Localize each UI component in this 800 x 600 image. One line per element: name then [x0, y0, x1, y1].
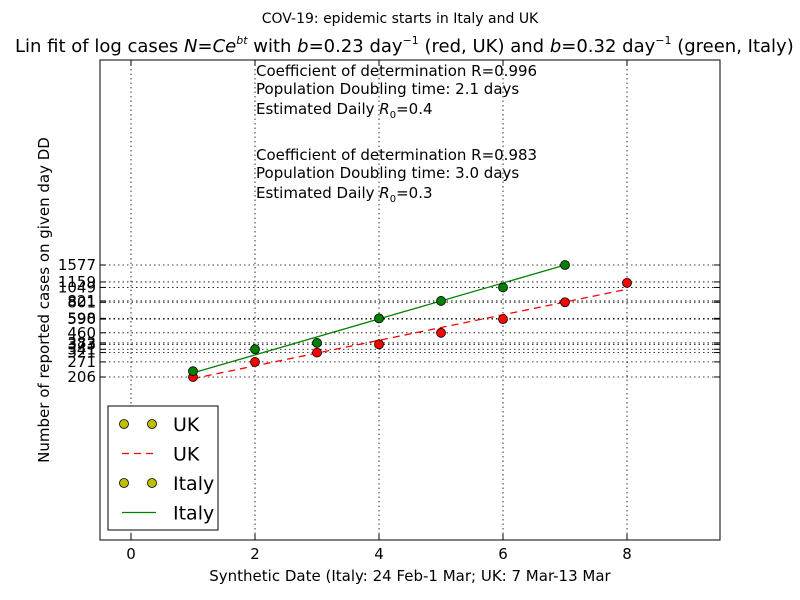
legend-marker-icon [119, 419, 129, 429]
y-tick-label: 1159 [58, 273, 96, 291]
uk-data-point [250, 357, 260, 367]
uk-data-point [560, 297, 570, 308]
y-tick-label: 1577 [58, 256, 96, 274]
legend-marker-icon [119, 478, 129, 488]
uk-data-point [312, 347, 322, 358]
annotation-2-line3: Estimated Daily R0=0.3 [256, 184, 433, 205]
y-tick-label: 271 [67, 353, 96, 371]
annotation-uk-fit: Coefficient of determination R=0.996 Pop… [256, 62, 537, 121]
y-tick-label: 821 [67, 292, 96, 310]
x-tick-label: 2 [250, 545, 260, 563]
uk-data-point [374, 339, 384, 350]
y-tick-label: 801 [67, 293, 96, 311]
x-axis-ticks: 0 2 4 6 8 [126, 60, 632, 563]
y-tick-label: 1049 [58, 278, 96, 296]
annotation-2-line1: Coefficient of determination R=0.983 [256, 146, 537, 164]
uk-fit-line [192, 288, 628, 380]
legend-label: Italy [173, 473, 214, 495]
uk-data-point [622, 277, 632, 288]
x-tick-label: 8 [622, 545, 632, 563]
legend-marker-icon [147, 419, 157, 429]
annotation-1-line1: Coefficient of determination R=0.996 [256, 62, 537, 80]
legend: UK UK Italy Italy [107, 405, 219, 531]
italy-data-point [498, 282, 508, 293]
annotation-1-line3: Estimated Daily R0=0.4 [256, 100, 433, 121]
legend-label: UK [173, 414, 200, 436]
y-tick-label: 341 [67, 340, 96, 358]
italy-data-point [374, 313, 384, 324]
y-axis-ticks: 2062713213413733834605905988018211049115… [58, 256, 720, 386]
y-tick-label: 383 [67, 334, 96, 352]
italy-data-point [188, 366, 198, 377]
x-tick-label: 0 [126, 545, 136, 563]
italy-data-point [312, 337, 322, 348]
y-tick-label: 321 [67, 344, 96, 362]
plot-series [188, 260, 632, 382]
uk-data-point [436, 327, 446, 338]
plot-frame [99, 59, 721, 541]
x-axis-label: Synthetic Date (Italy: 24 Feb-1 Mar; UK:… [209, 567, 611, 585]
y-axis-label: Number of reported cases on given day DD [35, 137, 53, 463]
legend-label: Italy [173, 503, 214, 525]
legend-label: UK [173, 444, 200, 466]
y-tick-label: 598 [67, 309, 96, 327]
x-tick-label: 4 [374, 545, 384, 563]
y-tick-label: 590 [67, 310, 96, 328]
annotation-1-line2: Population Doubling time: 2.1 days [256, 80, 519, 98]
chart-title: Lin fit of log cases N=Cebt with b=0.23 … [15, 34, 794, 57]
italy-data-point [250, 344, 260, 355]
grid-lines [100, 60, 720, 540]
legend-marker-icon [147, 478, 157, 488]
x-tick-label: 6 [498, 545, 508, 563]
italy-data-point [436, 296, 446, 306]
chart-suptitle: COV-19: epidemic starts in Italy and UK [262, 11, 539, 27]
italy-data-point [560, 260, 570, 270]
annotation-2-line2: Population Doubling time: 3.0 days [256, 164, 519, 182]
y-tick-label: 460 [67, 324, 96, 342]
y-tick-label: 206 [67, 368, 96, 386]
y-tick-label: 373 [67, 335, 96, 353]
uk-data-point [498, 314, 508, 324]
annotation-italy-fit: Coefficient of determination R=0.983 Pop… [256, 146, 537, 205]
